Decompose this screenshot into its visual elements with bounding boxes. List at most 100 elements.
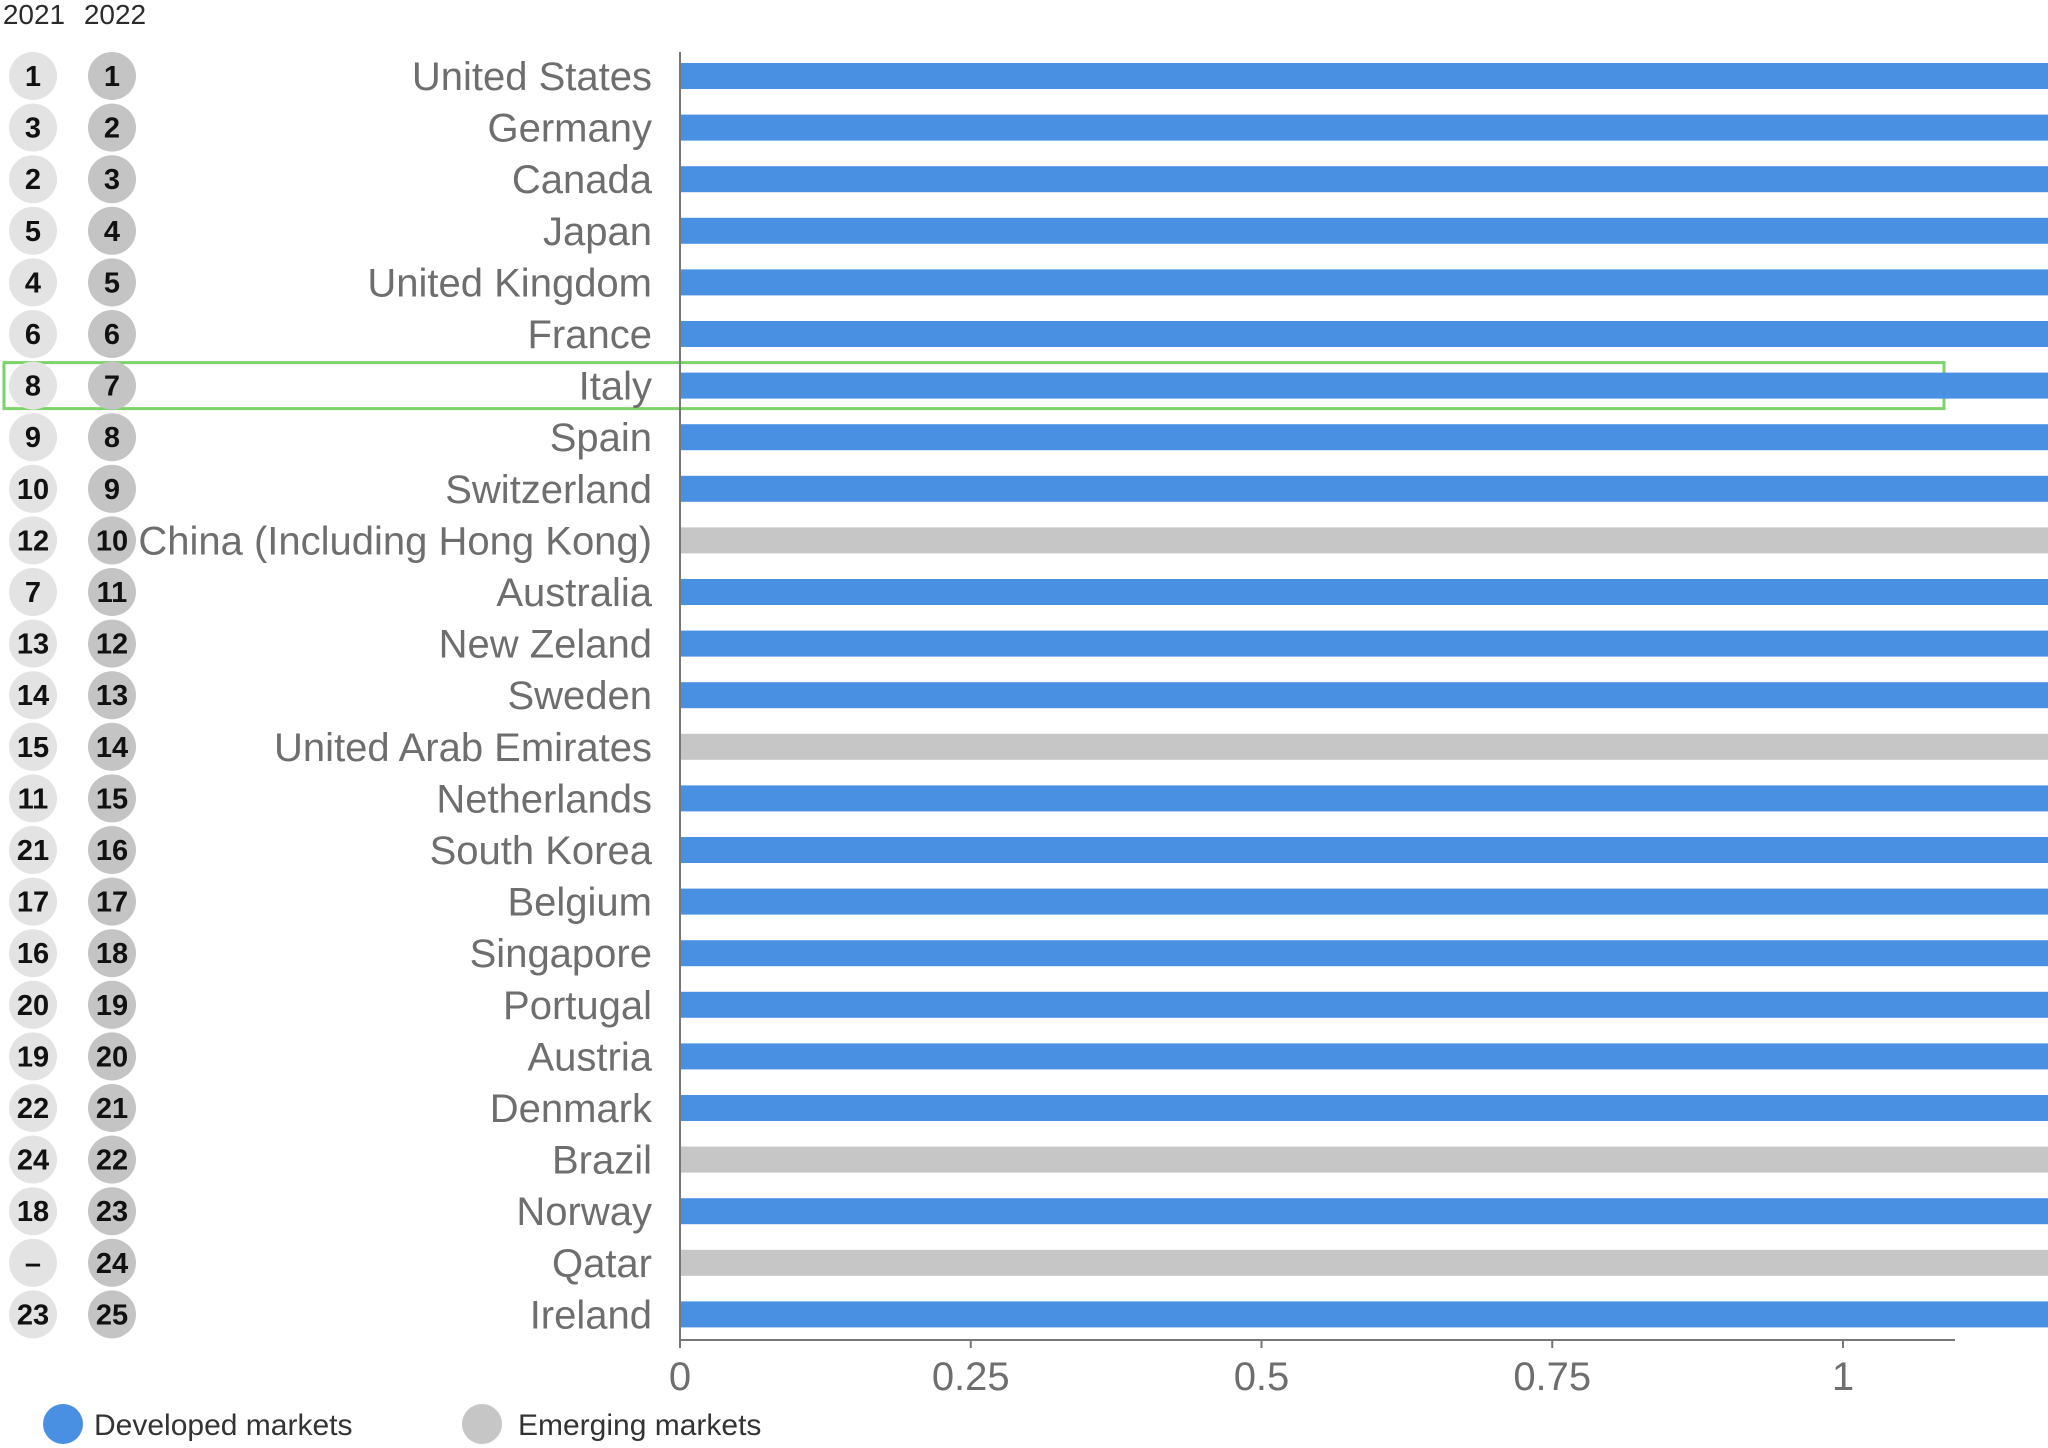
rank-2021-text: 23 <box>17 1299 49 1331</box>
rank-2022-circle <box>88 103 136 152</box>
rank-2022-text: 16 <box>96 835 128 867</box>
legend-developed-label: Developed markets <box>94 1409 352 1442</box>
bar <box>680 1043 2048 1070</box>
rank-2022-text: 1 <box>104 61 120 93</box>
rank-2021-circle <box>9 980 57 1029</box>
rank-2021-circle <box>9 516 57 565</box>
rank-2021-text: 1 <box>25 61 41 93</box>
rank-2022-text: 7 <box>104 371 120 403</box>
country-label: United States <box>412 55 652 99</box>
rank-2021-circle <box>9 877 57 926</box>
country-label: France <box>528 313 653 357</box>
country-label: Portugal <box>503 984 652 1028</box>
rank-2021-circle <box>9 929 57 978</box>
bar <box>680 1249 2048 1276</box>
rank-2022-circle <box>88 464 136 513</box>
rank-2022-circle <box>88 413 136 462</box>
bar <box>680 991 2048 1018</box>
rank-2022-text: 2 <box>104 113 120 145</box>
rank-2022-circle <box>88 1238 136 1287</box>
rank-2021-circle <box>9 206 57 255</box>
rank-2022-circle <box>88 1187 136 1236</box>
rank-2021-circle <box>9 1290 57 1339</box>
rank-2022-text: 17 <box>96 887 128 919</box>
rank-2022-circle <box>88 155 136 204</box>
legend: Developed markets Emerging markets <box>43 1404 761 1444</box>
rank-2022-text: 15 <box>96 783 128 815</box>
x-tick-label: 0.5 <box>1234 1355 1290 1399</box>
rank-2021-circle <box>9 774 57 823</box>
rank-2022-circle <box>88 258 136 307</box>
rank-2021-text: 10 <box>17 474 49 506</box>
country-label: China (Including Hong Kong) <box>138 519 652 563</box>
rank-2022-text: 4 <box>104 216 120 248</box>
bar <box>680 940 2048 967</box>
country-label: Sweden <box>507 674 652 718</box>
country-label: Norway <box>516 1190 652 1234</box>
rank-2021-circle <box>9 103 57 152</box>
rank-2021-circle <box>9 361 57 410</box>
bar <box>680 1095 2048 1121</box>
country-label: United Kingdom <box>367 261 652 305</box>
bar <box>680 527 2048 554</box>
rank-2022-circle <box>88 671 136 720</box>
rank-2022-header: 2022 <box>84 0 146 30</box>
country-label: Brazil <box>552 1139 652 1183</box>
rank-2021-circle <box>9 1238 57 1287</box>
country-label: South Korea <box>430 829 653 873</box>
country-label: Australia <box>496 571 652 615</box>
rank-2021-text: 9 <box>25 422 41 454</box>
rank-2021-text: 16 <box>17 938 49 970</box>
rank-2021-text: 2 <box>25 164 41 196</box>
rank-2021-text: 15 <box>17 732 49 764</box>
rank-2021-text: 4 <box>25 267 41 299</box>
rank-2022-text: 22 <box>96 1145 128 1177</box>
rank-2022-text: 9 <box>104 474 120 506</box>
rank-2022-text: 20 <box>96 1041 128 1073</box>
rank-2021-text: 7 <box>25 577 41 609</box>
legend-developed-swatch <box>43 1404 83 1444</box>
rank-2021-text: 19 <box>17 1041 49 1073</box>
rank-2022-circle <box>88 52 136 100</box>
rank-2022-text: 10 <box>96 525 128 557</box>
rank-2022-circle <box>88 568 136 616</box>
rank-2022-circle <box>88 929 136 978</box>
rank-2021-circle <box>9 464 57 513</box>
country-label: Singapore <box>470 932 652 976</box>
rank-2022-circle <box>88 774 136 823</box>
rank-2021-text: 14 <box>17 680 49 712</box>
rank-2022-circle <box>88 310 136 358</box>
rank-2021-circle <box>9 1084 57 1132</box>
country-label: Qatar <box>552 1242 652 1286</box>
bar <box>680 424 2048 451</box>
rank-2022-text: 25 <box>96 1299 128 1331</box>
legend-emerging-label: Emerging markets <box>518 1409 761 1442</box>
rank-2021-circle <box>9 1187 57 1236</box>
rank-2022-circle <box>88 722 136 771</box>
bar <box>680 1301 2048 1328</box>
country-label: Germany <box>488 107 653 151</box>
rank-2021-text: 18 <box>17 1196 49 1228</box>
rank-2021-text: 13 <box>17 629 49 661</box>
rank-2021-text: – <box>25 1248 41 1280</box>
rank-2022-circle <box>88 877 136 926</box>
rank-2021-circle <box>9 568 57 616</box>
country-label: Denmark <box>490 1087 653 1131</box>
rank-2021-circle <box>9 1032 57 1081</box>
rank-2021-circle <box>9 52 57 100</box>
country-label: Canada <box>512 158 653 202</box>
rank-2022-circle <box>88 1290 136 1339</box>
rank-2022-text: 5 <box>104 267 120 299</box>
bar <box>680 785 2048 812</box>
rank-2022-circle <box>88 206 136 255</box>
rank-2022-text: 3 <box>104 164 120 196</box>
rank-2022-text: 8 <box>104 422 120 454</box>
bar <box>680 579 2048 605</box>
country-label: Austria <box>528 1035 653 1079</box>
bar <box>680 888 2048 915</box>
rank-2022-text: 23 <box>96 1196 128 1228</box>
rank-2021-circle <box>9 722 57 771</box>
bar <box>680 1146 2048 1173</box>
